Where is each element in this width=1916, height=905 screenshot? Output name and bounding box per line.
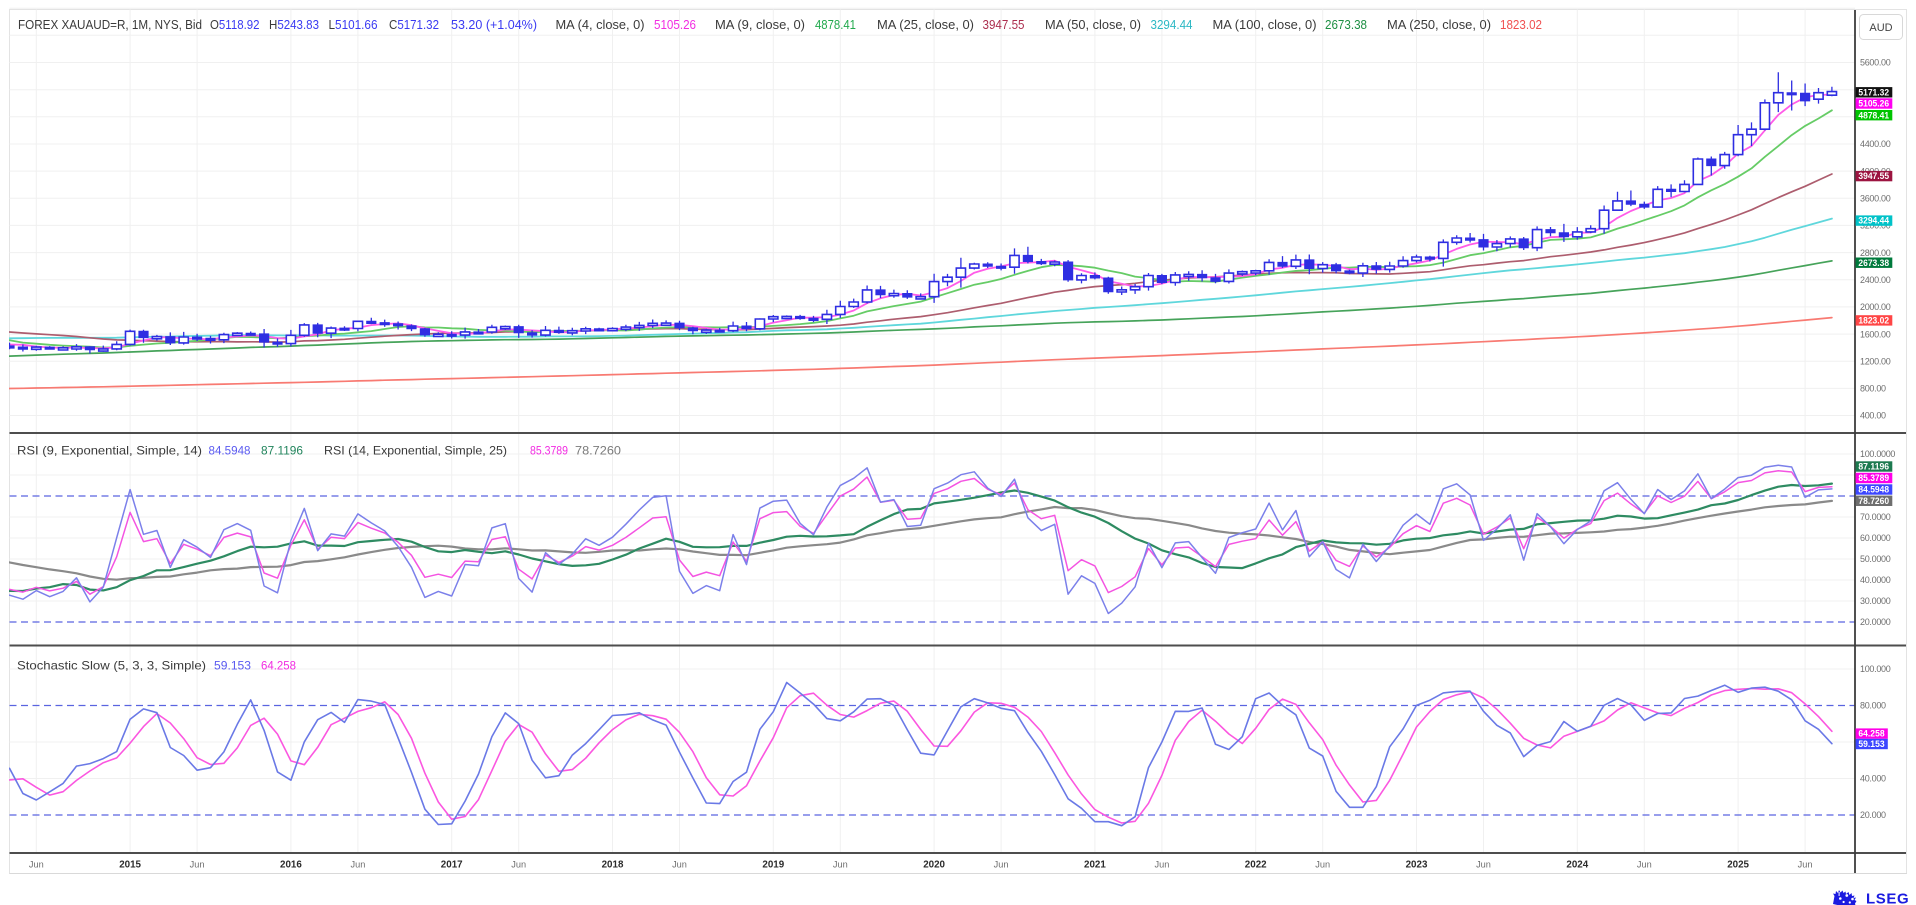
svg-text:2018: 2018 xyxy=(602,860,624,871)
svg-text:5171.32: 5171.32 xyxy=(1858,87,1889,97)
svg-text:59.153: 59.153 xyxy=(214,659,251,673)
svg-text:H5243.83: H5243.83 xyxy=(269,17,319,32)
svg-text:84.5948: 84.5948 xyxy=(1858,485,1889,495)
svg-text:2800.00: 2800.00 xyxy=(1860,248,1891,258)
svg-text:5105.26: 5105.26 xyxy=(654,17,696,32)
svg-text:C5171.32: C5171.32 xyxy=(389,17,439,32)
svg-text:1200.00: 1200.00 xyxy=(1860,356,1891,366)
svg-text:2400.00: 2400.00 xyxy=(1860,275,1891,285)
svg-text:4878.41: 4878.41 xyxy=(815,17,856,32)
svg-text:40.000: 40.000 xyxy=(1860,774,1886,784)
svg-text:MA (50, close, 0): MA (50, close, 0) xyxy=(1045,17,1141,32)
svg-text:1600.00: 1600.00 xyxy=(1860,329,1891,339)
svg-text:1823.02: 1823.02 xyxy=(1500,17,1542,32)
svg-text:2019: 2019 xyxy=(762,860,784,871)
svg-text:MA (25, close, 0): MA (25, close, 0) xyxy=(877,17,974,32)
svg-text:4878.41: 4878.41 xyxy=(1858,110,1889,120)
svg-text:MA (100, close, 0): MA (100, close, 0) xyxy=(1213,17,1317,32)
svg-text:Stochastic Slow (5, 3, 3, Simp: Stochastic Slow (5, 3, 3, Simple) xyxy=(17,659,206,673)
svg-text:LSEG: LSEG xyxy=(1866,891,1909,905)
svg-text:30.0000: 30.0000 xyxy=(1860,596,1891,606)
svg-text:MA (9, close, 0): MA (9, close, 0) xyxy=(715,17,805,32)
svg-text:3600.00: 3600.00 xyxy=(1860,194,1891,204)
svg-text:AUD: AUD xyxy=(1869,22,1892,34)
svg-text:400.00: 400.00 xyxy=(1860,411,1886,421)
svg-text:50.0000: 50.0000 xyxy=(1860,554,1891,564)
svg-text:Jun: Jun xyxy=(1637,859,1652,869)
svg-text:MA (250, close, 0): MA (250, close, 0) xyxy=(1387,17,1491,32)
svg-text:40.0000: 40.0000 xyxy=(1860,575,1891,585)
svg-text:800.00: 800.00 xyxy=(1860,384,1886,394)
svg-text:Jun: Jun xyxy=(350,859,365,869)
svg-text:2000.00: 2000.00 xyxy=(1860,302,1891,312)
svg-text:MA (4, close, 0): MA (4, close, 0) xyxy=(556,17,645,32)
svg-text:Jun: Jun xyxy=(1798,859,1813,869)
svg-text:60.0000: 60.0000 xyxy=(1860,533,1891,543)
svg-text:2016: 2016 xyxy=(280,860,302,871)
svg-text:3294.44: 3294.44 xyxy=(1858,216,1889,226)
svg-text:53.20 (+1.04%): 53.20 (+1.04%) xyxy=(451,17,537,32)
svg-text:85.3789: 85.3789 xyxy=(530,444,568,458)
svg-text:2024: 2024 xyxy=(1566,860,1588,871)
svg-text:100.000: 100.000 xyxy=(1860,664,1891,674)
svg-text:2021: 2021 xyxy=(1084,860,1106,871)
svg-text:4400.00: 4400.00 xyxy=(1860,139,1891,149)
svg-text:2015: 2015 xyxy=(119,860,141,871)
svg-text:64.258: 64.258 xyxy=(261,659,296,673)
svg-text:87.1196: 87.1196 xyxy=(1858,462,1889,472)
svg-text:Jun: Jun xyxy=(190,859,205,869)
svg-text:78.7260: 78.7260 xyxy=(575,444,621,458)
svg-text:RSI (14, Exponential, Simple,: RSI (14, Exponential, Simple, 25) xyxy=(324,444,507,458)
svg-text:Jun: Jun xyxy=(1476,859,1491,869)
svg-text:3294.44: 3294.44 xyxy=(1151,17,1193,32)
svg-text:Jun: Jun xyxy=(1154,859,1169,869)
svg-text:Jun: Jun xyxy=(833,859,848,869)
svg-text:O5118.92: O5118.92 xyxy=(210,17,260,32)
svg-text:20.000: 20.000 xyxy=(1860,810,1886,820)
svg-text:3947.55: 3947.55 xyxy=(983,17,1025,32)
svg-text:59.153: 59.153 xyxy=(1858,739,1884,749)
svg-text:64.258: 64.258 xyxy=(1858,729,1884,739)
svg-text:80.000: 80.000 xyxy=(1860,701,1886,711)
svg-text:78.7260: 78.7260 xyxy=(1858,496,1889,506)
svg-text:100.0000: 100.0000 xyxy=(1860,449,1895,459)
svg-text:FOREX XAUAUD=R, 1M, NYS, Bid: FOREX XAUAUD=R, 1M, NYS, Bid xyxy=(18,17,202,32)
svg-text:2020: 2020 xyxy=(923,860,945,871)
svg-text:84.5948: 84.5948 xyxy=(209,444,251,458)
svg-text:RSI (9, Exponential, Simple, 1: RSI (9, Exponential, Simple, 14) xyxy=(17,444,202,458)
svg-text:2025: 2025 xyxy=(1727,860,1749,871)
svg-text:5600.00: 5600.00 xyxy=(1860,58,1891,68)
svg-text:Jun: Jun xyxy=(29,859,44,869)
svg-text:87.1196: 87.1196 xyxy=(261,444,303,458)
svg-text:5105.26: 5105.26 xyxy=(1858,99,1889,109)
svg-text:2017: 2017 xyxy=(441,860,463,871)
svg-text:1823.02: 1823.02 xyxy=(1858,316,1889,326)
svg-text:Jun: Jun xyxy=(994,859,1009,869)
svg-text:85.3789: 85.3789 xyxy=(1858,473,1889,483)
svg-text:2673.38: 2673.38 xyxy=(1325,17,1367,32)
svg-text:70.0000: 70.0000 xyxy=(1860,512,1891,522)
svg-text:Jun: Jun xyxy=(1315,859,1330,869)
svg-text:20.0000: 20.0000 xyxy=(1860,617,1891,627)
svg-text:2023: 2023 xyxy=(1406,860,1428,871)
svg-text:Jun: Jun xyxy=(511,859,526,869)
svg-text:2673.38: 2673.38 xyxy=(1858,258,1889,268)
svg-text:L5101.66: L5101.66 xyxy=(329,17,378,32)
svg-text:3947.55: 3947.55 xyxy=(1858,171,1889,181)
svg-text:Jun: Jun xyxy=(672,859,687,869)
svg-text:2022: 2022 xyxy=(1245,860,1267,871)
